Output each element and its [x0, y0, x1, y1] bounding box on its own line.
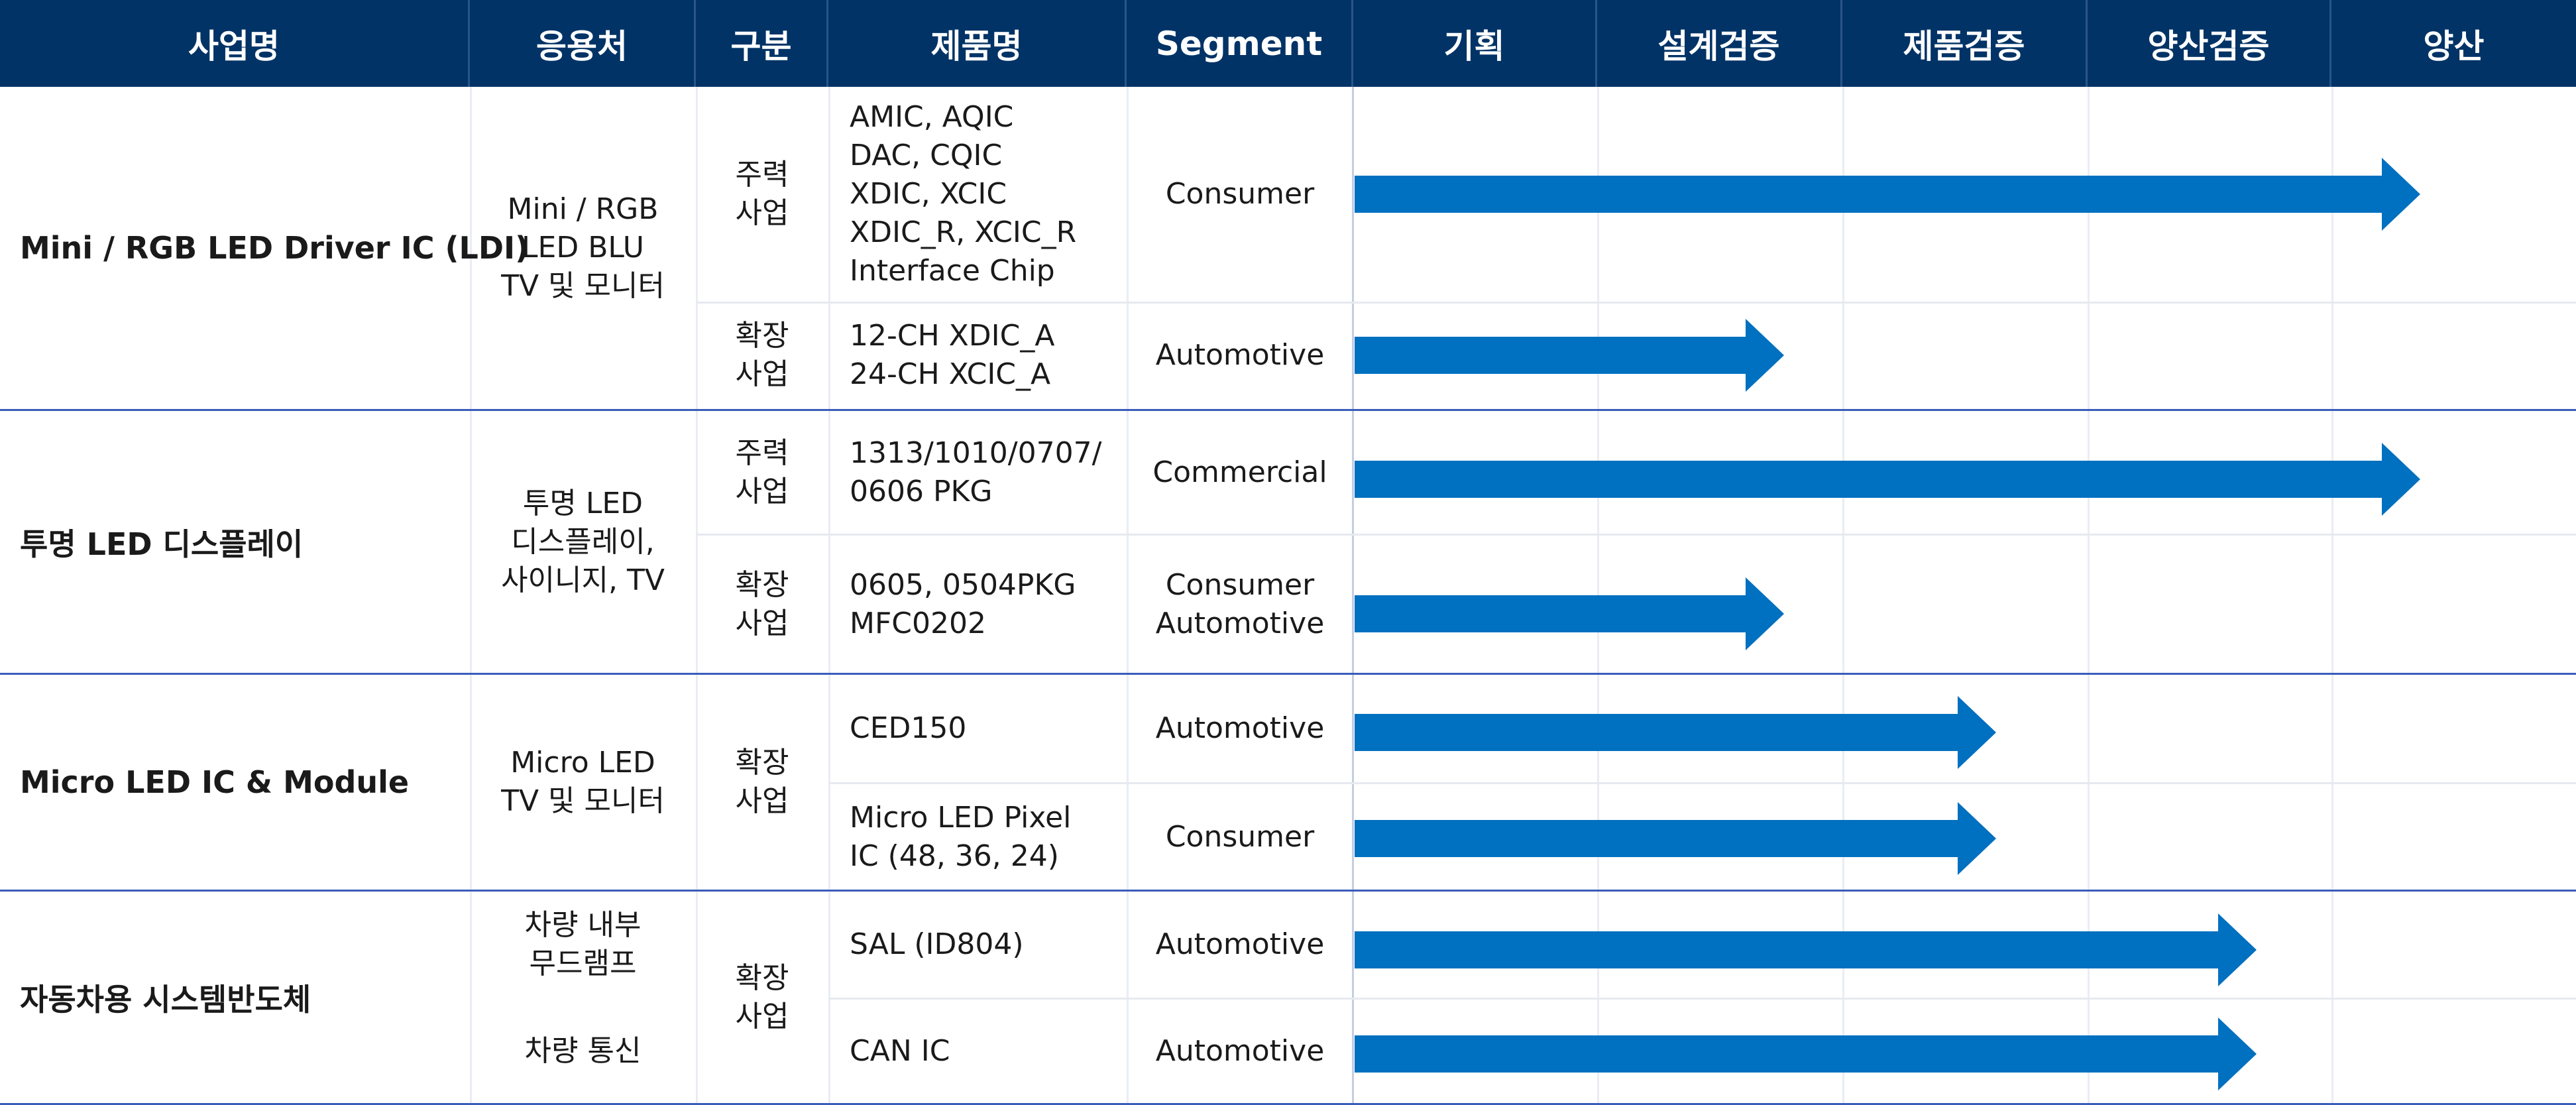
category-cell: 확장 사업 [735, 567, 789, 640]
category-cell: 주력 사업 [735, 158, 789, 230]
row-divider [828, 998, 2576, 1000]
progress-arrow [1355, 1018, 2257, 1090]
col-divider [470, 87, 472, 1105]
group-divider [0, 890, 2576, 892]
col-divider [2331, 87, 2333, 1105]
row-divider [828, 782, 2576, 784]
row-divider [696, 302, 2576, 304]
segment-cell: Consumer [1165, 177, 1315, 211]
business-name: Micro LED IC & Module [20, 764, 410, 800]
application-cell: 투명 LED 디스플레이, 사이니지, TV [501, 486, 665, 597]
progress-arrow [1355, 158, 2420, 231]
segment-cell: Consumer [1165, 819, 1315, 854]
group-divider [0, 673, 2576, 675]
col-divider [1842, 87, 1844, 1105]
col-divider [828, 87, 830, 1105]
product-cell: SAL (ID804) [850, 927, 1024, 961]
header-business: 사업명 [0, 0, 470, 87]
product-cell: 0605, 0504PKG MFC0202 [850, 567, 1076, 640]
header-category: 구분 [696, 0, 828, 87]
header-stage-planning: 기획 [1353, 0, 1597, 87]
header-product: 제품명 [828, 0, 1127, 87]
col-divider [2088, 87, 2090, 1105]
header-stage-product-verification: 제품검증 [1842, 0, 2088, 87]
progress-arrow [1355, 802, 1996, 875]
category-cell: 주력 사업 [735, 436, 789, 508]
segment-cell: Automotive [1155, 338, 1325, 372]
progress-arrow [1355, 319, 1784, 392]
row-divider [696, 534, 2576, 536]
segment-cell: Automotive [1155, 711, 1325, 745]
progress-arrow [1355, 577, 1784, 650]
product-cell: CAN IC [850, 1034, 950, 1068]
group-divider [0, 1103, 2576, 1105]
progress-arrow [1355, 443, 2420, 516]
business-name: 자동차용 시스템반도체 [20, 981, 311, 1018]
product-cell: AMIC, AQIC DAC, CQIC XDIC, XCIC XDIC_R, … [850, 100, 1077, 288]
header-segment: Segment [1127, 0, 1353, 87]
segment-cell: Consumer Automotive [1155, 567, 1325, 640]
col-divider [1127, 87, 1129, 1105]
application-cell: 차량 내부 무드램프 [524, 908, 642, 980]
header-stage-mass-production: 양산 [2331, 0, 2576, 87]
product-cell: 12-CH XDIC_A 24-CH XCIC_A [850, 319, 1055, 391]
timeline-start-divider [1352, 87, 1354, 1105]
application-cell: Mini / RGB LED BLU TV 및 모니터 [501, 192, 665, 303]
segment-cell: Commercial [1152, 455, 1327, 489]
header-application: 응용처 [470, 0, 696, 87]
segment-cell: Automotive [1155, 1034, 1325, 1068]
group-divider [0, 409, 2576, 411]
category-cell: 확장 사업 [735, 746, 789, 818]
progress-arrow [1355, 913, 2257, 986]
header-stage-mass-production-verification: 양산검증 [2088, 0, 2331, 87]
header-stage-design-verification: 설계검증 [1597, 0, 1842, 87]
segment-cell: Automotive [1155, 927, 1325, 961]
application-cell: Micro LED TV 및 모니터 [501, 746, 665, 818]
category-cell: 확장 사업 [735, 960, 789, 1033]
product-cell: CED150 [850, 711, 967, 745]
application-cell: 차량 통신 [524, 1034, 642, 1068]
progress-arrow [1355, 696, 1996, 769]
col-divider [696, 87, 698, 1105]
business-name: 투명 LED 디스플레이 [20, 526, 304, 562]
product-cell: 1313/1010/0707/ 0606 PKG [850, 436, 1102, 508]
product-cell: Micro LED Pixel IC (48, 36, 24) [850, 800, 1072, 873]
business-name: Mini / RGB LED Driver IC (LDI) [20, 230, 530, 266]
category-cell: 확장 사업 [735, 319, 789, 391]
